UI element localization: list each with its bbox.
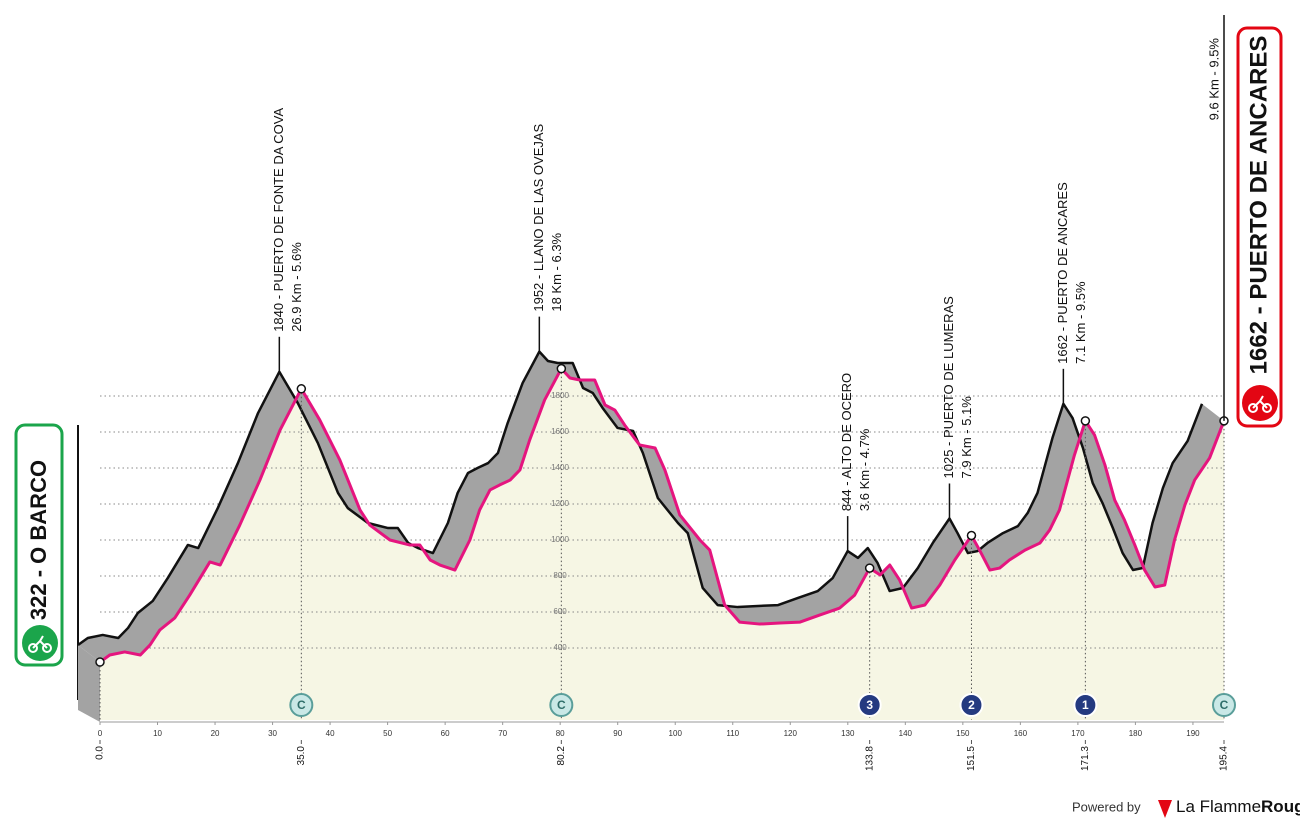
climb-name: 1840 - PUERTO DE FONTE DA COVA [271,108,286,332]
finish-detail: 9.6 Km - 9.5% [1206,38,1221,121]
category-icon [1073,693,1098,717]
x-tick-label: 140 [899,729,913,738]
km-label: 151.5 [966,746,977,771]
y-tick-label: 800 [553,571,567,580]
x-tick-label: 80 [556,729,565,738]
climb-detail: 7.9 Km - 5.1% [959,396,974,479]
climb-name: 1662 - PUERTO DE ANCARES [1055,182,1070,364]
category-icon [959,693,984,717]
category-icon [289,693,314,717]
category-icon [549,693,574,717]
x-tick-label: 10 [153,729,162,738]
start-icon [22,625,58,661]
km-label: 35.0 [296,746,307,766]
category-label: C [557,698,566,712]
profile-line [99,367,1226,664]
x-tick-label: 40 [326,729,335,738]
x-tick-label: 150 [956,729,970,738]
y-tick-label: 600 [553,607,567,616]
km-point [1080,416,1091,426]
category-icon [1212,693,1236,717]
x-tick-label: 30 [268,729,277,738]
km-label: 0.0 [95,746,106,760]
climb-name: 1952 - LLANO DE LAS OVEJAS [531,123,546,311]
climb-detail: 7.1 Km - 9.5% [1073,281,1088,364]
km-point [966,530,977,541]
km-label: 80.2 [556,746,567,766]
category-label: 3 [866,698,873,712]
climb-detail: 18 Km - 6.3% [549,232,564,311]
climb-name: 1025 - PUERTO DE LUMERAS [941,296,956,479]
profile-front-face [78,645,100,722]
start-label: 322 - O BARCO [26,460,51,620]
finish-label: 1662 - PUERTO DE ANCARES [1245,36,1272,375]
km-point [95,657,105,667]
x-tick-label: 160 [1014,729,1028,738]
y-tick-label: 1600 [551,427,569,436]
x-tick-label: 20 [211,729,220,738]
x-tick-label: 70 [498,729,507,738]
x-tick-label: 0 [98,729,103,738]
finish-icon [1242,385,1278,421]
km-point [296,384,307,394]
category-label: 2 [968,698,975,712]
km-label: 133.8 [864,746,875,771]
profile-area [100,368,1224,720]
km-label: 171.3 [1080,746,1091,771]
y-tick-label: 400 [553,643,567,652]
x-tick-label: 100 [669,729,683,738]
km-label: 195.4 [1219,746,1230,771]
brand: La FlammeRouge [1176,797,1300,816]
cyclist-icon [1248,395,1272,413]
profile-side [78,351,1224,663]
climb-name: 844 - ALTO DE OCERO [839,373,854,511]
climb-detail: 3.6 Km - 4.7% [857,428,872,511]
x-tick-label: 130 [841,729,855,738]
x-tick-label: 170 [1071,729,1085,738]
category-label: C [1220,698,1229,712]
y-tick-label: 1200 [551,499,569,508]
x-tick-label: 110 [726,729,739,738]
km-point [864,563,875,573]
x-tick-label: 50 [383,729,392,738]
category-icon [857,693,882,717]
y-tick-label: 1000 [551,535,569,544]
category-label: C [297,698,306,712]
x-tick-label: 60 [441,729,450,738]
x-tick-label: 120 [784,729,798,738]
brand-regular: La Flamme [1176,797,1261,816]
km-point [556,363,567,374]
powered-by: Powered by [1072,799,1141,814]
flame-logo [1158,800,1172,818]
finish-box [1236,26,1283,428]
brand-bold: Rouge [1261,797,1300,816]
category-label: 1 [1082,698,1089,712]
profile-ridge [77,350,1204,647]
cyclist-icon [28,635,52,653]
x-tick-label: 90 [613,729,622,738]
start-box [14,423,64,667]
y-tick-label: 1800 [551,391,569,400]
x-tick-label: 180 [1129,729,1143,738]
climb-detail: 26.9 Km - 5.6% [289,242,304,332]
x-tick-label: 190 [1186,729,1200,738]
y-tick-label: 1400 [551,463,569,472]
